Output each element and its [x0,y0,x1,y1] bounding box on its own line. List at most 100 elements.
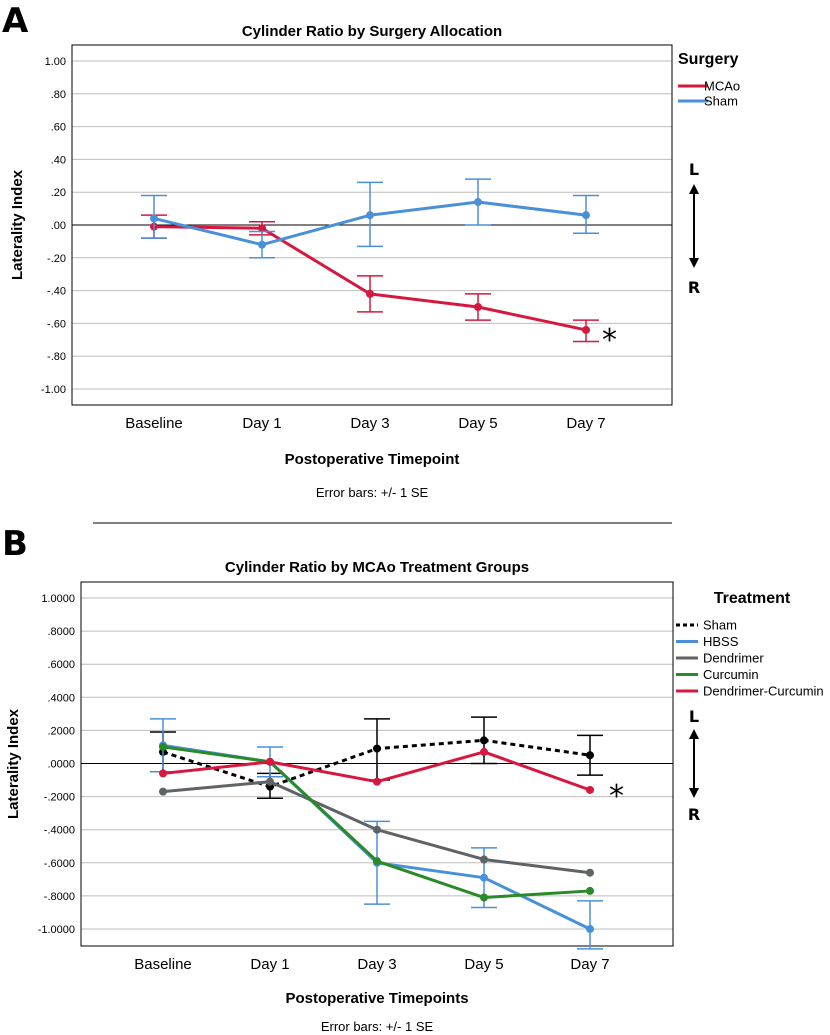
x-tick-label: Day 3 [357,956,396,973]
y-tick-label: .2000 [47,725,75,737]
x-tick-label: Day 1 [250,956,289,973]
data-point [258,224,266,233]
x-tick-label: Baseline [125,415,183,432]
panel-b-arrow-up-icon [689,729,699,739]
y-tick-label: .0000 [47,759,75,771]
data-point [480,893,488,902]
y-tick-label: .20 [51,187,66,199]
panel-a-grid [72,60,672,390]
data-point [586,886,594,895]
y-tick-label: -.20 [47,253,66,265]
data-point [582,325,590,334]
panel-b-legend-title: Treatment [714,590,791,607]
legend-item-label: MCAo [704,79,740,94]
series-dendrimer-curcumin [159,747,594,794]
legend-item-label: HBSS [703,634,739,649]
data-point [373,744,381,753]
data-point [266,777,274,786]
panel-a-direction-top: L [689,160,699,179]
data-point [159,787,167,796]
data-point [373,825,381,834]
y-tick-label: .40 [51,154,66,166]
panel-b-xlabel: Postoperative Timepoints [285,990,468,1007]
panel-a-letter: A [2,1,29,41]
panel-b-yticks: 1.0000 .8000 .6000 .4000 .2000 .0000 -.2000 -.4… [38,593,75,936]
panel-a-error-note: Error bars: +/- 1 SE [316,485,429,500]
legend-item-label: Sham [704,94,738,109]
y-tick-label: -.2000 [44,792,75,804]
data-point [258,240,266,249]
panel-a: A Cylinder Ratio by Surgery Allocation L… [2,1,740,500]
panel-b-letter: B [2,524,28,564]
y-tick-label: -.6000 [44,858,75,870]
y-tick-label: 1.00 [45,56,66,68]
data-point [480,736,488,745]
panel-b-error-note: Error bars: +/- 1 SE [321,1019,434,1034]
data-point [586,868,594,877]
panel-a-ylabel: Laterality Index [9,169,26,280]
data-point [150,214,158,223]
y-tick-label: .6000 [47,659,75,671]
panel-a-xlabel: Postoperative Timepoint [285,451,460,468]
x-tick-label: Baseline [134,956,192,973]
data-point [366,211,374,220]
x-tick-label: Day 3 [350,415,389,432]
series-dendrimer [159,777,594,877]
panel-a-arrow-down-icon [689,258,699,268]
panel-b-ylabel: Laterality Index [5,708,22,819]
data-point [474,198,482,207]
y-tick-label: -.60 [47,318,66,330]
panel-a-legend-title: Surgery [678,51,739,68]
panel-a-direction-bottom: R [688,278,700,297]
panel-b-direction-bottom: R [688,805,700,824]
x-tick-label: Day 1 [242,415,281,432]
data-point [586,751,594,760]
data-point [159,769,167,778]
legend-item-label: Sham [703,618,737,633]
panel-b-direction-top: L [689,707,699,726]
panel-b-direction-arrow: L R [688,707,700,824]
panel-b-title: Cylinder Ratio by MCAo Treatment Groups [225,559,529,576]
x-tick-label: Day 5 [464,956,503,973]
y-tick-label: .00 [51,220,66,232]
legend-item-label: Curcumin [703,667,759,682]
y-tick-label: 1.0000 [41,593,75,605]
data-point [480,873,488,882]
data-point [586,785,594,794]
data-point [373,857,381,866]
panel-b-significance-mark: * [609,779,624,814]
panel-a-arrow-up-icon [689,184,699,194]
y-tick-label: -.4000 [44,825,75,837]
panel-a-significance-mark: * [602,323,617,358]
x-tick-label: Day 5 [458,415,497,432]
x-tick-label: Day 7 [570,956,609,973]
y-tick-label: -.80 [47,351,66,363]
panel-b-series [150,716,603,950]
y-tick-label: -1.00 [41,384,66,396]
data-point [373,777,381,786]
y-tick-label: -1.0000 [38,924,75,936]
series-sham [141,178,599,259]
y-tick-label: .60 [51,122,66,134]
y-tick-label: .80 [51,89,66,101]
y-tick-label: .8000 [47,626,75,638]
panel-b-arrow-down-icon [689,788,699,798]
legend-item-label: Dendrimer [703,651,764,666]
data-point [480,855,488,864]
data-point [582,211,590,220]
panel-a-yticks: 1.00 .80 .60 .40 .20 .00 -.20 -.40 -.60 -.80 -1.00 [41,56,66,396]
data-point [366,289,374,298]
panel-a-title: Cylinder Ratio by Surgery Allocation [242,23,502,40]
series-curcumin [159,742,594,902]
y-tick-label: -.8000 [44,891,75,903]
data-point [480,747,488,756]
x-tick-label: Day 7 [566,415,605,432]
panel-a-series [141,178,599,343]
data-point [586,925,594,933]
panel-a-xticks: Baseline Day 1 Day 3 Day 5 Day 7 [125,415,605,432]
panel-b-xticks: Baseline Day 1 Day 3 Day 5 Day 7 [134,956,609,973]
data-point [266,757,274,766]
panel-a-direction-arrow: L R [688,160,700,297]
